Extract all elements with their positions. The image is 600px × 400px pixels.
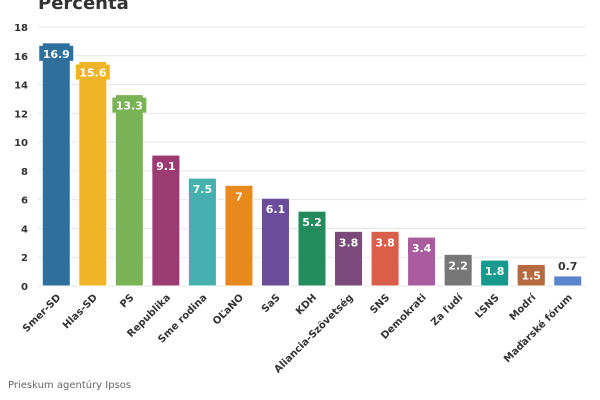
- value-label: 7.5: [193, 183, 213, 196]
- value-label: 15.6: [79, 67, 106, 80]
- x-tick-label: OĽaNO: [211, 292, 246, 327]
- value-label-bg: [39, 45, 74, 61]
- y-tick-label: 8: [21, 167, 28, 178]
- y-tick-label: 10: [14, 138, 28, 149]
- value-label-bg: [371, 234, 399, 250]
- value-label-bg: [112, 97, 147, 113]
- bar: [78, 61, 108, 287]
- value-label: 13.3: [116, 100, 143, 113]
- x-tick-label: Smer-SD: [21, 292, 63, 334]
- y-tick-label: 6: [21, 196, 28, 207]
- source-note: Prieskum agentúry Ipsos: [8, 380, 132, 391]
- value-label-bg: [408, 240, 436, 256]
- y-tick-label: 0: [21, 282, 28, 293]
- x-tick-label: KDH: [294, 292, 319, 317]
- value-label: 3.8: [375, 236, 395, 249]
- bar: [41, 42, 71, 287]
- value-label: 16.9: [43, 48, 70, 61]
- value-label-bg: [232, 188, 246, 204]
- value-label: 1.5: [521, 269, 541, 282]
- value-label-bg: [298, 214, 326, 230]
- value-label: 3.4: [412, 242, 432, 255]
- value-label-bg: [444, 257, 472, 273]
- value-label-bg: [188, 181, 216, 197]
- value-label: 7: [235, 190, 243, 203]
- y-tick-label: 4: [21, 224, 28, 235]
- x-tick-label: Maďarské fórum: [501, 292, 574, 365]
- value-label-bg: [335, 234, 363, 250]
- x-tick-label: ĽSNS: [473, 292, 501, 320]
- x-tick-label: Hlas-SD: [61, 292, 100, 331]
- value-label: 1.8: [485, 265, 505, 278]
- x-tick-label: SNS: [368, 292, 392, 316]
- bar: [151, 154, 181, 287]
- value-label-bg: [75, 64, 110, 80]
- value-label: 6.1: [266, 203, 286, 216]
- x-tick-label: Modrí: [507, 291, 539, 323]
- x-tick-label: SaS: [260, 292, 283, 315]
- x-tick-label: PS: [118, 292, 136, 310]
- bar: [114, 94, 144, 287]
- x-tick-label: Za ľudí: [428, 291, 465, 328]
- y-tick-label: 2: [21, 253, 28, 264]
- value-label: 3.8: [339, 236, 359, 249]
- y-tick-label: 16: [14, 52, 28, 63]
- y-tick-label: 14: [14, 81, 28, 92]
- y-tick-label: 12: [14, 109, 28, 120]
- value-label-bg: [261, 201, 289, 217]
- chart-title: Percenta: [38, 0, 129, 14]
- value-label: 5.2: [302, 216, 322, 229]
- y-tick-label: 18: [14, 23, 28, 34]
- bar: [553, 275, 583, 287]
- value-label-bg: [517, 267, 545, 283]
- value-label: 0.7: [558, 260, 578, 273]
- value-label-bg: [152, 158, 180, 174]
- value-label: 2.2: [448, 259, 468, 272]
- value-label: 9.1: [156, 160, 176, 173]
- value-label-bg: [481, 263, 509, 279]
